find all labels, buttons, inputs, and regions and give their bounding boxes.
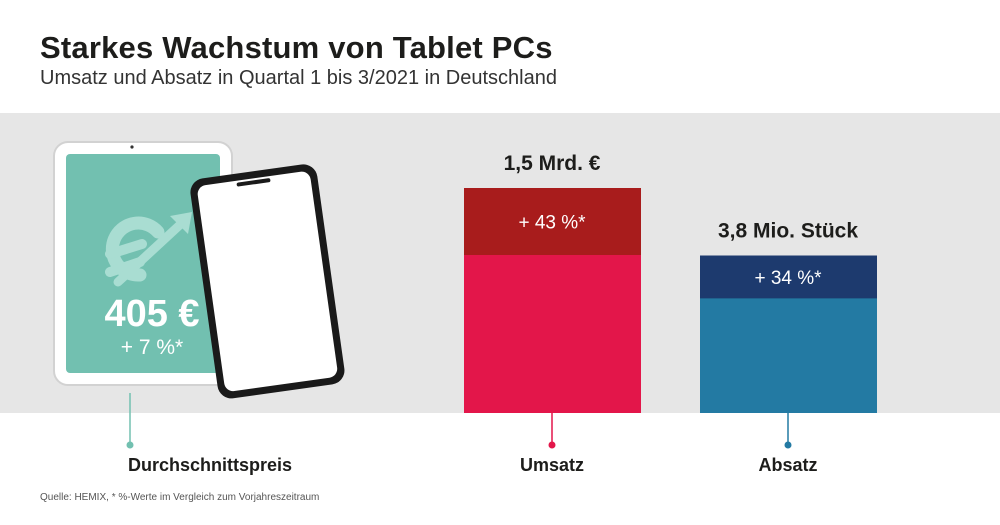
tablet-change-label: + 7 %* [121,336,183,359]
bar-absatz: + 34 %* 3,8 Mio. Stück [700,220,877,413]
bar-umsatz-value-label: 1,5 Mrd. € [504,152,601,175]
tablet-leader-dot [126,441,134,449]
bar-umsatz: + 43 %* 1,5 Mrd. € [464,152,641,413]
smartphone-illustration [190,164,345,399]
bar-umsatz-change-label: + 43 %* [518,213,586,234]
page-title: Starkes Wachstum von Tablet PCs [40,30,553,65]
tablet-category-label: Durchschnittspreis [128,455,292,475]
umsatz-category-label: Umsatz [520,455,584,475]
bar-absatz-growth [700,255,877,299]
bar-absatz-change-label: + 34 %* [754,268,822,289]
tablet-price-label: 405 € [104,293,199,335]
source-note: Quelle: HEMIX, * %-Werte im Vergleich zu… [40,492,320,503]
umsatz-leader-dot [548,441,556,449]
euro-growth-icon [105,212,192,287]
bar-umsatz-growth [464,188,641,255]
tablet-illustration: 405 € + 7 %* [53,141,233,386]
absatz-category-label: Absatz [758,455,817,475]
absatz-leader-dot [784,441,792,449]
page-subtitle: Umsatz und Absatz in Quartal 1 bis 3/202… [40,67,557,89]
bar-absatz-value-label: 3,8 Mio. Stück [718,220,858,243]
